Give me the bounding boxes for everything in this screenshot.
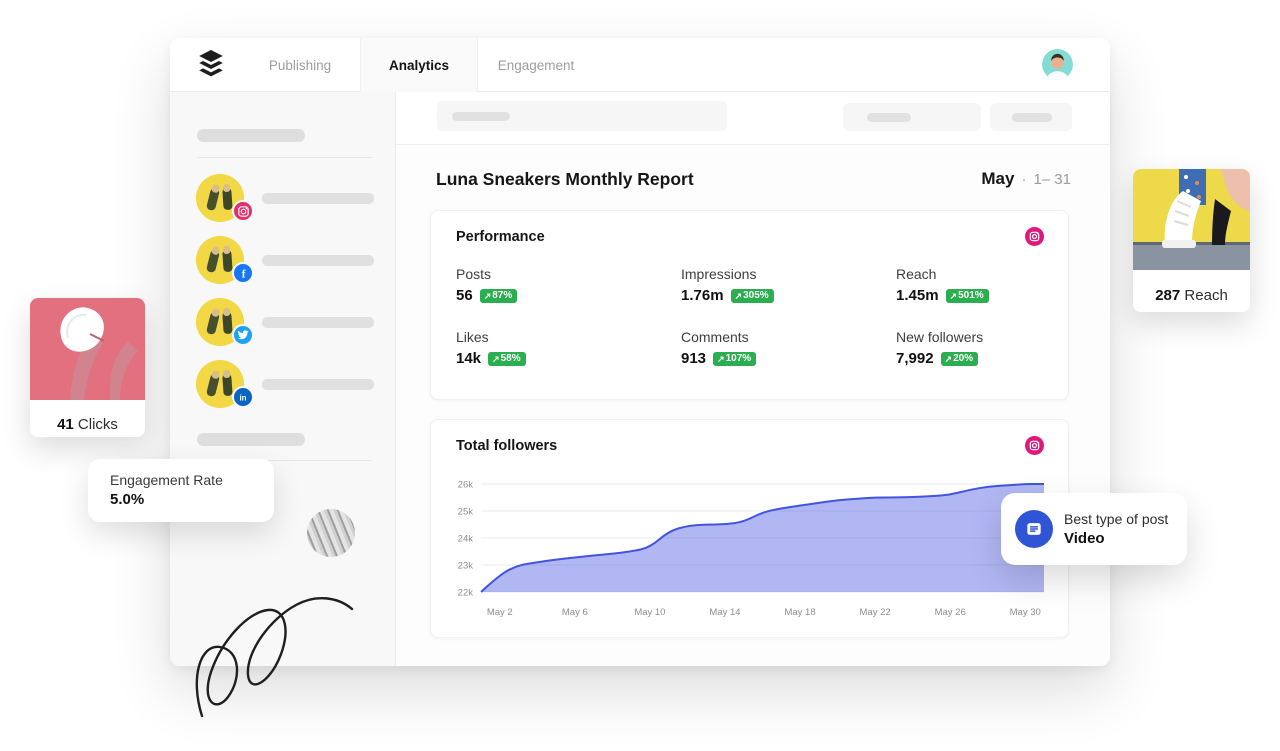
tab-publishing[interactable]: Publishing [268,57,332,73]
report-date-range: 1– 31 [1033,171,1071,188]
change-badge: ↗ 20% [940,351,979,366]
app-window: Publishing Analytics Engagement [170,38,1110,666]
svg-text:May 10: May 10 [634,607,665,618]
trend-up-icon: ↗ [492,353,500,364]
twitter-icon [232,324,254,346]
skeleton-bar [262,379,374,390]
report-period: May · 1– 31 [981,169,1071,189]
best-post-value: Video [1064,530,1105,547]
metric-new-followers: New followers 7,992 ↗ 20% [896,329,984,367]
performance-card-title: Performance [456,229,545,245]
skeleton-bar [262,317,374,328]
skeleton-bar [262,255,374,266]
top-nav: Publishing Analytics Engagement [170,38,1110,92]
change-badge: ↗ 87% [479,288,518,303]
tab-engagement[interactable]: Engagement [497,57,575,73]
skeleton-bar [197,129,305,142]
metric-likes: Likes 14k ↗ 58% [456,329,526,367]
sidebar-channel-instagram[interactable] [196,174,376,222]
trend-up-icon: ↗ [944,353,953,364]
toolbar-button-placeholder[interactable] [990,103,1072,131]
change-badge: ↗ 501% [945,288,989,303]
skeleton-bar [1012,113,1052,122]
sneaker-photo-yellow [1133,169,1250,270]
trend-up-icon: ↗ [734,290,743,301]
metric-posts: Posts 56 ↗ 87% [456,266,518,304]
svg-text:May 14: May 14 [709,607,740,618]
reach-label: 287 Reach [1155,287,1228,304]
tab-analytics[interactable]: Analytics [360,38,478,92]
svg-text:24k: 24k [458,534,474,545]
svg-text:f: f [242,269,246,281]
change-badge: ↗ 305% [730,288,774,303]
search-input-placeholder[interactable] [437,101,727,131]
trend-up-icon: ↗ [949,290,958,301]
engagement-rate-label: Engagement Rate [110,472,223,488]
svg-text:25k: 25k [458,507,474,518]
engagement-rate-card: Engagement Rate 5.0% [88,459,274,522]
change-badge: ↗ 107% [713,351,757,366]
svg-text:May 18: May 18 [784,607,815,618]
user-avatar[interactable] [1042,49,1073,80]
instagram-icon [1025,227,1044,246]
svg-text:May 26: May 26 [935,607,966,618]
linkedin-icon: in [232,386,254,408]
main-content: Luna Sneakers Monthly Report May · 1– 31… [396,145,1110,666]
toolbar-button-placeholder[interactable] [843,103,981,131]
squiggle-doodle [195,597,354,718]
sidebar-channel-facebook[interactable]: f [196,236,376,284]
post-list-icon [1015,510,1053,548]
facebook-icon: f [232,262,254,284]
report-month: May [981,169,1015,188]
clicks-label: 41 Clicks [57,416,118,433]
performance-card: Performance Posts 56 ↗ 87% Impressions 1.… [430,210,1069,400]
svg-text:26k: 26k [458,480,474,491]
change-badge: ↗ 58% [488,351,526,366]
svg-text:in: in [239,393,246,402]
trend-up-icon: ↗ [483,290,492,301]
svg-text:May 6: May 6 [562,607,588,618]
engagement-rate-value: 5.0% [110,491,145,508]
followers-card-title: Total followers [456,438,558,454]
metric-reach: Reach 1.45m ↗ 501% [896,266,989,304]
sneaker-photo-pink [30,298,145,400]
sidebar-channel-twitter[interactable] [196,298,376,346]
buffer-logo-icon[interactable] [196,50,226,80]
followers-chart: 26k 25k 24k 23k 22k May 2 May 6 May 10 May 14 May… [458,480,1044,618]
skeleton-bar [197,433,305,446]
svg-text:May 30: May 30 [1010,607,1041,618]
svg-text:22k: 22k [458,588,474,599]
divider [197,460,372,461]
instagram-icon [232,200,254,222]
toolbar-row [396,92,1110,145]
metric-comments: Comments 913 ↗ 107% [681,329,757,367]
report-title: Luna Sneakers Monthly Report [436,169,694,189]
instagram-icon [1025,436,1044,455]
skeleton-bar [867,113,911,122]
svg-text:23k: 23k [458,561,474,572]
skeleton-bar [452,112,510,121]
best-post-tooltip: Best type of post Video [1001,493,1187,565]
clicks-stat-card: 41 Clicks [30,298,145,437]
skeleton-bar [262,193,374,204]
sidebar: f in [170,92,396,666]
divider [197,157,372,158]
svg-text:May 2: May 2 [487,607,513,618]
svg-text:May 22: May 22 [860,607,891,618]
sidebar-channel-linkedin[interactable]: in [196,360,376,408]
metric-impressions: Impressions 1.76m ↗ 305% [681,266,774,304]
reach-stat-card: 287 Reach [1133,169,1250,312]
total-followers-card: Total followers 26k 25k 24k 23k 22k May 2 May … [430,419,1069,638]
texture-avatar [307,509,355,557]
best-post-label: Best type of post [1064,511,1169,527]
trend-up-icon: ↗ [717,353,725,364]
dot-separator: · [1021,171,1027,188]
